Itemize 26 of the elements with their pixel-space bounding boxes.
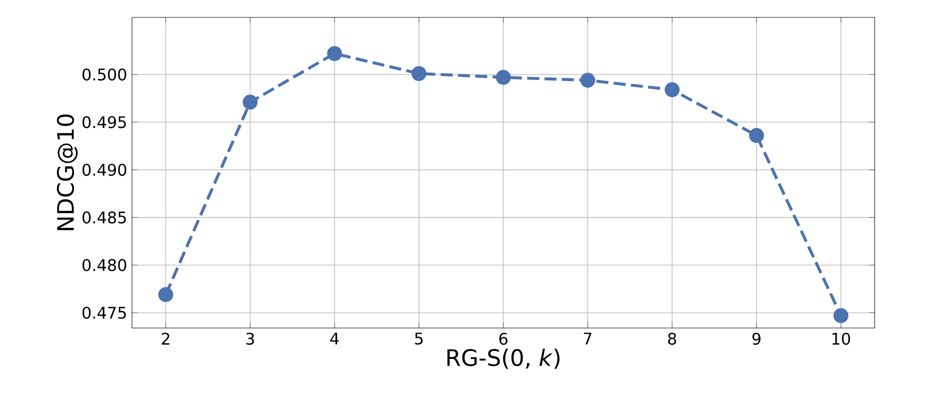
- x-tick-label: 2: [162, 332, 170, 345]
- point: [496, 70, 511, 85]
- x-axis-title: RG-S(0, k): [447, 348, 560, 369]
- point: [158, 287, 174, 302]
- y-tick-label: 0.495: [82, 116, 126, 128]
- y-tick-label: 0.490: [82, 164, 126, 176]
- y-tick-label: 0.480: [82, 259, 126, 272]
- x-tick-label: 6: [499, 332, 508, 345]
- point: [327, 46, 342, 62]
- x-tick-label: 9: [752, 332, 760, 345]
- y-axis-title: NDCG@10: [56, 114, 78, 230]
- point: [749, 128, 764, 143]
- point: [580, 72, 596, 88]
- x-tick-label: 5: [415, 332, 423, 345]
- x-tick-label: 10: [832, 332, 850, 345]
- x-tick-label: 3: [246, 332, 254, 345]
- point: [833, 308, 848, 324]
- y-tick-label: 0.485: [82, 211, 126, 224]
- x-tick-label: 8: [668, 332, 676, 345]
- y-tick-label: 0.500: [82, 68, 126, 81]
- x-tick-label: 4: [330, 332, 339, 344]
- point: [411, 66, 426, 82]
- point: [242, 94, 258, 110]
- y-tick-label: 0.475: [82, 306, 126, 319]
- point: [664, 82, 680, 98]
- x-tick-label: 7: [584, 332, 592, 344]
